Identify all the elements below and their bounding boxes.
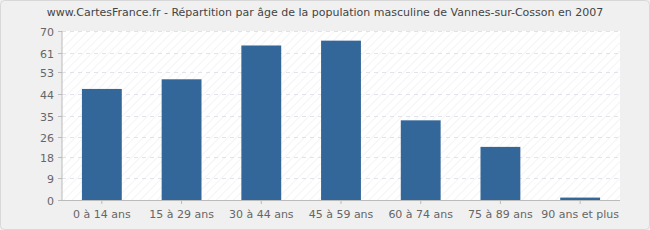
title: www.CartesFrance.fr - Répartition par âg… (47, 6, 603, 19)
x-tick-label: 15 à 29 ans (149, 208, 214, 221)
y-tick-label: 44 (40, 89, 54, 102)
bar (82, 89, 122, 200)
y-tick-label: 18 (40, 152, 54, 165)
x-tick-label: 90 ans et plus (541, 208, 619, 221)
chart: www.CartesFrance.fr - Répartition par âg… (0, 0, 650, 230)
y-tick-label: 0 (47, 195, 54, 208)
y-tick (58, 31, 62, 32)
x-tick-label: 75 à 89 ans (468, 208, 533, 221)
x-tick (261, 200, 262, 204)
x-tick (101, 200, 102, 204)
x-tick-label: 45 à 59 ans (309, 208, 374, 221)
x-tick (580, 200, 581, 204)
x-tick (341, 200, 342, 204)
y-tick (58, 72, 62, 73)
y-axis (62, 31, 63, 200)
bar (401, 120, 441, 200)
x-tick (420, 200, 421, 204)
background (1, 1, 650, 230)
x-tick-label: 0 à 14 ans (73, 208, 131, 221)
y-tick (58, 53, 62, 54)
grid-line (62, 31, 620, 32)
bar (321, 41, 361, 200)
x-tick-label: 30 à 44 ans (229, 208, 294, 221)
y-tick (58, 178, 62, 179)
y-tick (58, 157, 62, 158)
y-tick-label: 35 (40, 111, 54, 124)
y-tick-label: 70 (40, 26, 54, 39)
y-tick-label: 9 (47, 173, 54, 186)
y-tick (58, 200, 62, 201)
bars (82, 41, 600, 200)
bar (241, 45, 281, 200)
y-tick-label: 26 (40, 132, 54, 145)
plot-area (62, 31, 620, 200)
y-tick-label: 53 (40, 67, 54, 80)
y-tick (58, 94, 62, 95)
x-tick (500, 200, 501, 204)
x-tick-label: 60 à 74 ans (388, 208, 453, 221)
bar (162, 79, 202, 200)
chart-container: www.CartesFrance.fr - Répartition par âg… (0, 0, 650, 230)
bar (560, 198, 600, 200)
y-tick (58, 116, 62, 117)
bar (481, 147, 521, 200)
x-tick (181, 200, 182, 204)
y-tick (58, 137, 62, 138)
y-tick-label: 61 (40, 48, 54, 61)
